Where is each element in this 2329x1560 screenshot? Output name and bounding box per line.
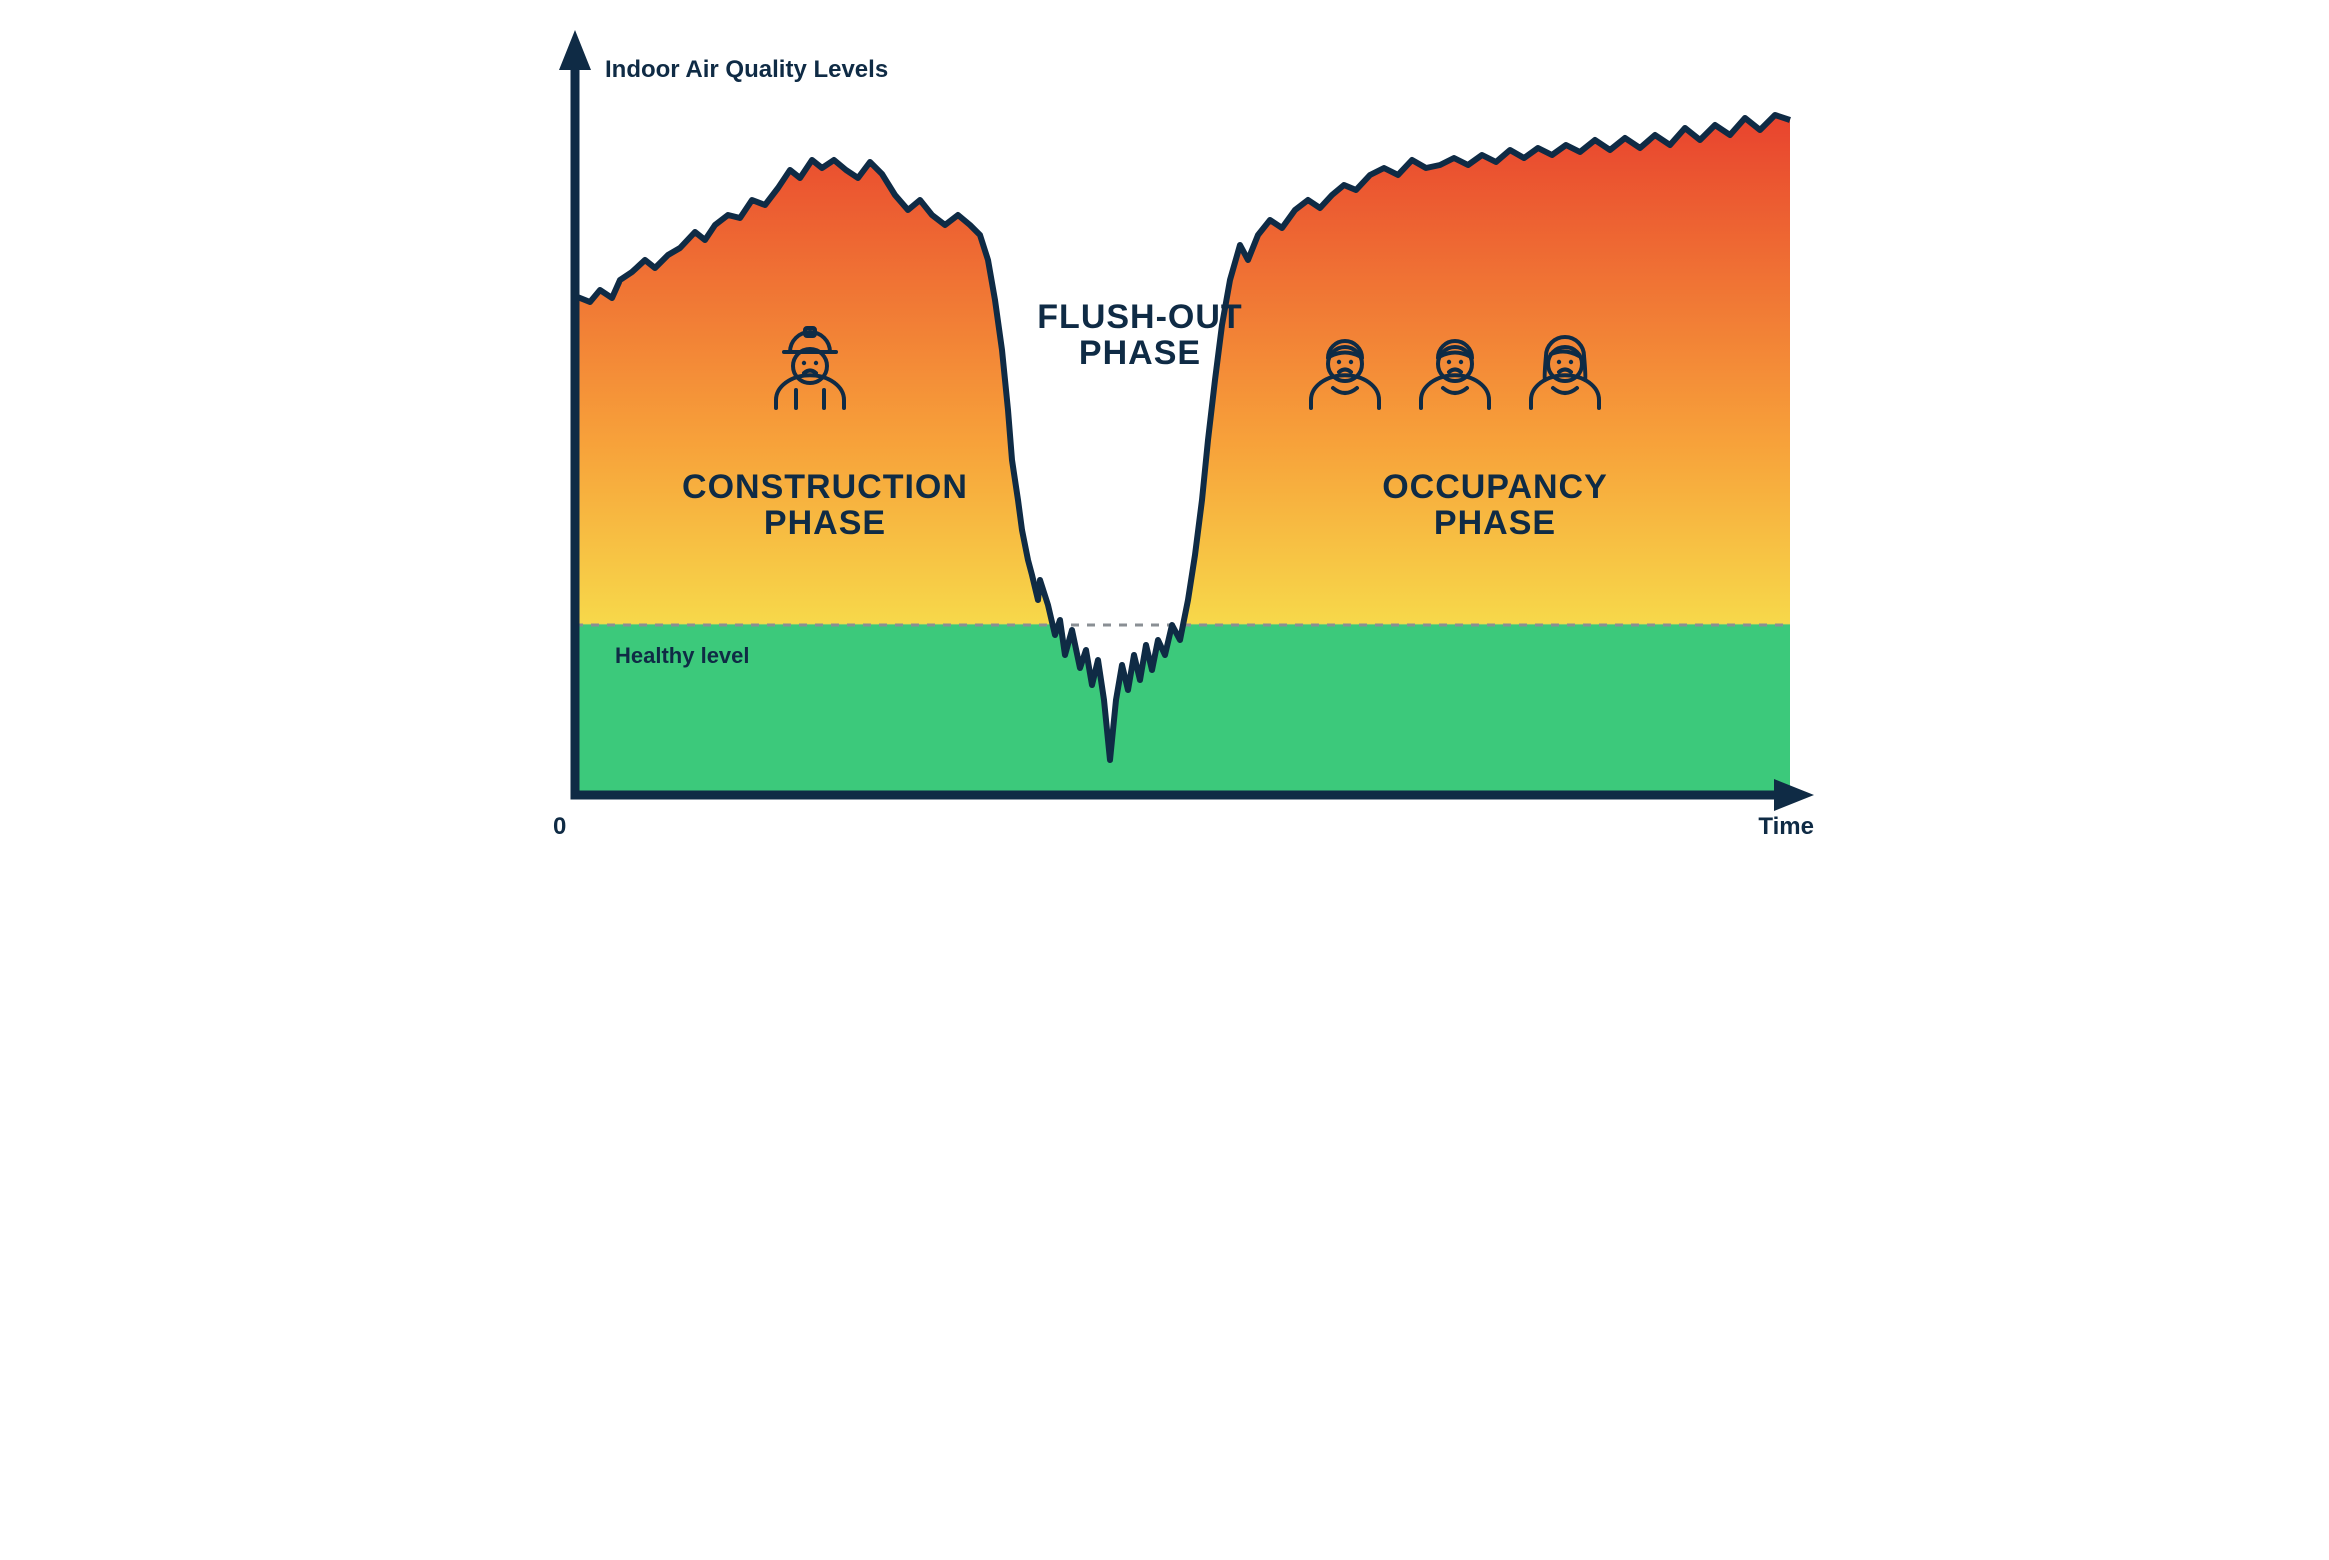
chart-svg	[500, 0, 1829, 886]
phase-label-text: CONSTRUCTION	[675, 470, 975, 506]
area-fill	[575, 115, 1790, 795]
phase-label-text: PHASE	[1345, 506, 1645, 542]
phase-label-construction: CONSTRUCTION PHASE	[675, 470, 975, 541]
phase-label-occupancy: OCCUPANCY PHASE	[1345, 470, 1645, 541]
iaq-chart: Indoor Air Quality Levels 0 Time Healthy…	[500, 0, 1829, 886]
phase-label-text: PHASE	[675, 506, 975, 542]
phase-label-text: PHASE	[1020, 336, 1260, 372]
healthy-level-label: Healthy level	[615, 643, 750, 669]
phase-label-flushout: FLUSH-OUT PHASE	[1020, 300, 1260, 371]
origin-label: 0	[553, 813, 566, 841]
chart-title: Indoor Air Quality Levels	[605, 56, 888, 84]
phase-label-text: OCCUPANCY	[1345, 470, 1645, 506]
x-axis-label: Time	[1758, 813, 1814, 841]
phase-label-text: FLUSH-OUT	[1020, 300, 1260, 336]
